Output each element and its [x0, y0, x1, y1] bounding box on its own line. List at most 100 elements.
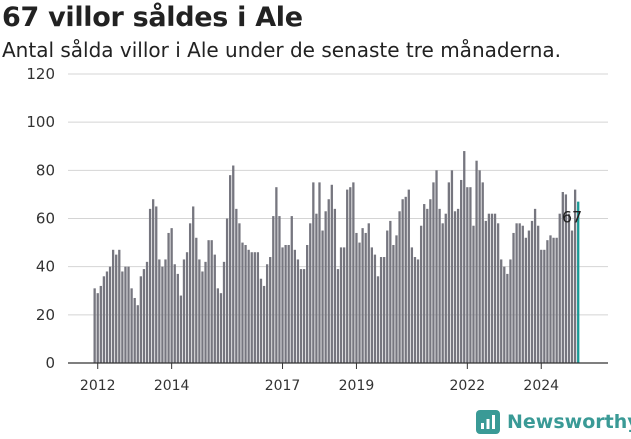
bar	[487, 213, 491, 363]
y-tick-label: 0	[45, 354, 55, 372]
x-tick-label: 2014	[154, 378, 190, 394]
bar	[121, 271, 124, 363]
bar	[327, 199, 330, 363]
bar	[426, 208, 429, 363]
bar	[115, 254, 118, 363]
bar	[573, 189, 577, 363]
bar	[309, 223, 312, 363]
bars	[93, 151, 580, 363]
bar	[500, 259, 503, 363]
bar	[296, 259, 300, 363]
bar	[222, 261, 226, 363]
latest-value-label: 67	[562, 208, 582, 227]
bar	[102, 276, 106, 363]
bar	[564, 194, 568, 363]
bar	[401, 199, 404, 363]
bar	[521, 225, 524, 363]
bar	[527, 230, 531, 363]
bar	[349, 187, 352, 363]
bar	[118, 249, 121, 363]
bar	[324, 211, 327, 363]
bar	[290, 216, 293, 363]
bar	[315, 213, 318, 363]
bar	[496, 223, 500, 363]
bar	[265, 264, 269, 363]
bar	[192, 206, 195, 363]
bar	[503, 266, 506, 363]
bar	[570, 230, 574, 363]
bar	[93, 288, 96, 363]
bar	[247, 249, 250, 363]
y-tick-label: 20	[36, 306, 55, 324]
bar-chart: 0 20 40 60 80 100 120 2012 2014 2017 2019 2022 2024…	[26, 65, 608, 394]
bar	[463, 151, 466, 363]
bar	[302, 269, 306, 363]
bar	[379, 257, 383, 363]
bar	[466, 187, 469, 363]
bar	[124, 266, 127, 363]
bar	[139, 276, 142, 363]
bar	[450, 170, 454, 363]
bar	[472, 225, 475, 363]
bar	[198, 259, 201, 363]
bar	[484, 220, 487, 363]
bar	[561, 192, 564, 363]
bar	[145, 261, 149, 363]
bar	[386, 230, 389, 363]
bar	[515, 223, 518, 363]
bar	[241, 242, 244, 363]
bar	[176, 273, 179, 363]
bar	[195, 237, 198, 363]
bar	[232, 165, 235, 363]
bar	[152, 199, 155, 363]
x-tick-label: 2012	[80, 378, 116, 394]
bar	[330, 184, 333, 363]
bar	[188, 223, 192, 363]
bar	[432, 182, 435, 363]
bar	[105, 271, 109, 363]
bar	[127, 266, 130, 363]
bar	[321, 230, 324, 363]
bar-latest	[577, 201, 580, 363]
bar	[383, 257, 386, 363]
bar	[339, 247, 343, 363]
newsworthy-logo-text: Newsworthy	[507, 411, 631, 433]
bar	[447, 182, 450, 363]
bar	[213, 254, 216, 363]
bar	[318, 182, 321, 363]
bar	[423, 204, 426, 363]
bar	[293, 249, 296, 363]
bar	[108, 266, 112, 363]
bar	[364, 232, 367, 363]
bar	[253, 252, 256, 363]
bar	[438, 208, 441, 363]
bar	[512, 232, 515, 363]
bar	[262, 285, 266, 363]
bar	[281, 247, 284, 363]
bar	[219, 293, 223, 363]
bar	[389, 220, 392, 363]
x-axis: 2012 2014 2017 2019 2022 2024	[68, 362, 608, 394]
bar	[256, 252, 260, 363]
bar	[524, 237, 527, 363]
bar	[155, 206, 158, 363]
bar	[170, 228, 173, 363]
chart-title: 67 villor såldes i Ale	[2, 2, 303, 33]
bar	[509, 259, 512, 363]
bar	[204, 261, 207, 363]
bar	[269, 257, 272, 363]
bar	[441, 223, 444, 363]
y-tick-label: 80	[36, 161, 55, 179]
newsworthy-logo-icon	[476, 410, 500, 434]
bar	[99, 285, 102, 363]
bar	[336, 269, 340, 363]
x-tick-label: 2019	[339, 378, 375, 394]
bar	[136, 305, 139, 363]
bar	[540, 249, 543, 363]
bar	[244, 244, 247, 363]
y-tick-label: 60	[36, 210, 55, 228]
bar	[481, 182, 484, 363]
bar	[207, 240, 210, 363]
bar	[376, 276, 380, 363]
bar	[229, 175, 232, 363]
